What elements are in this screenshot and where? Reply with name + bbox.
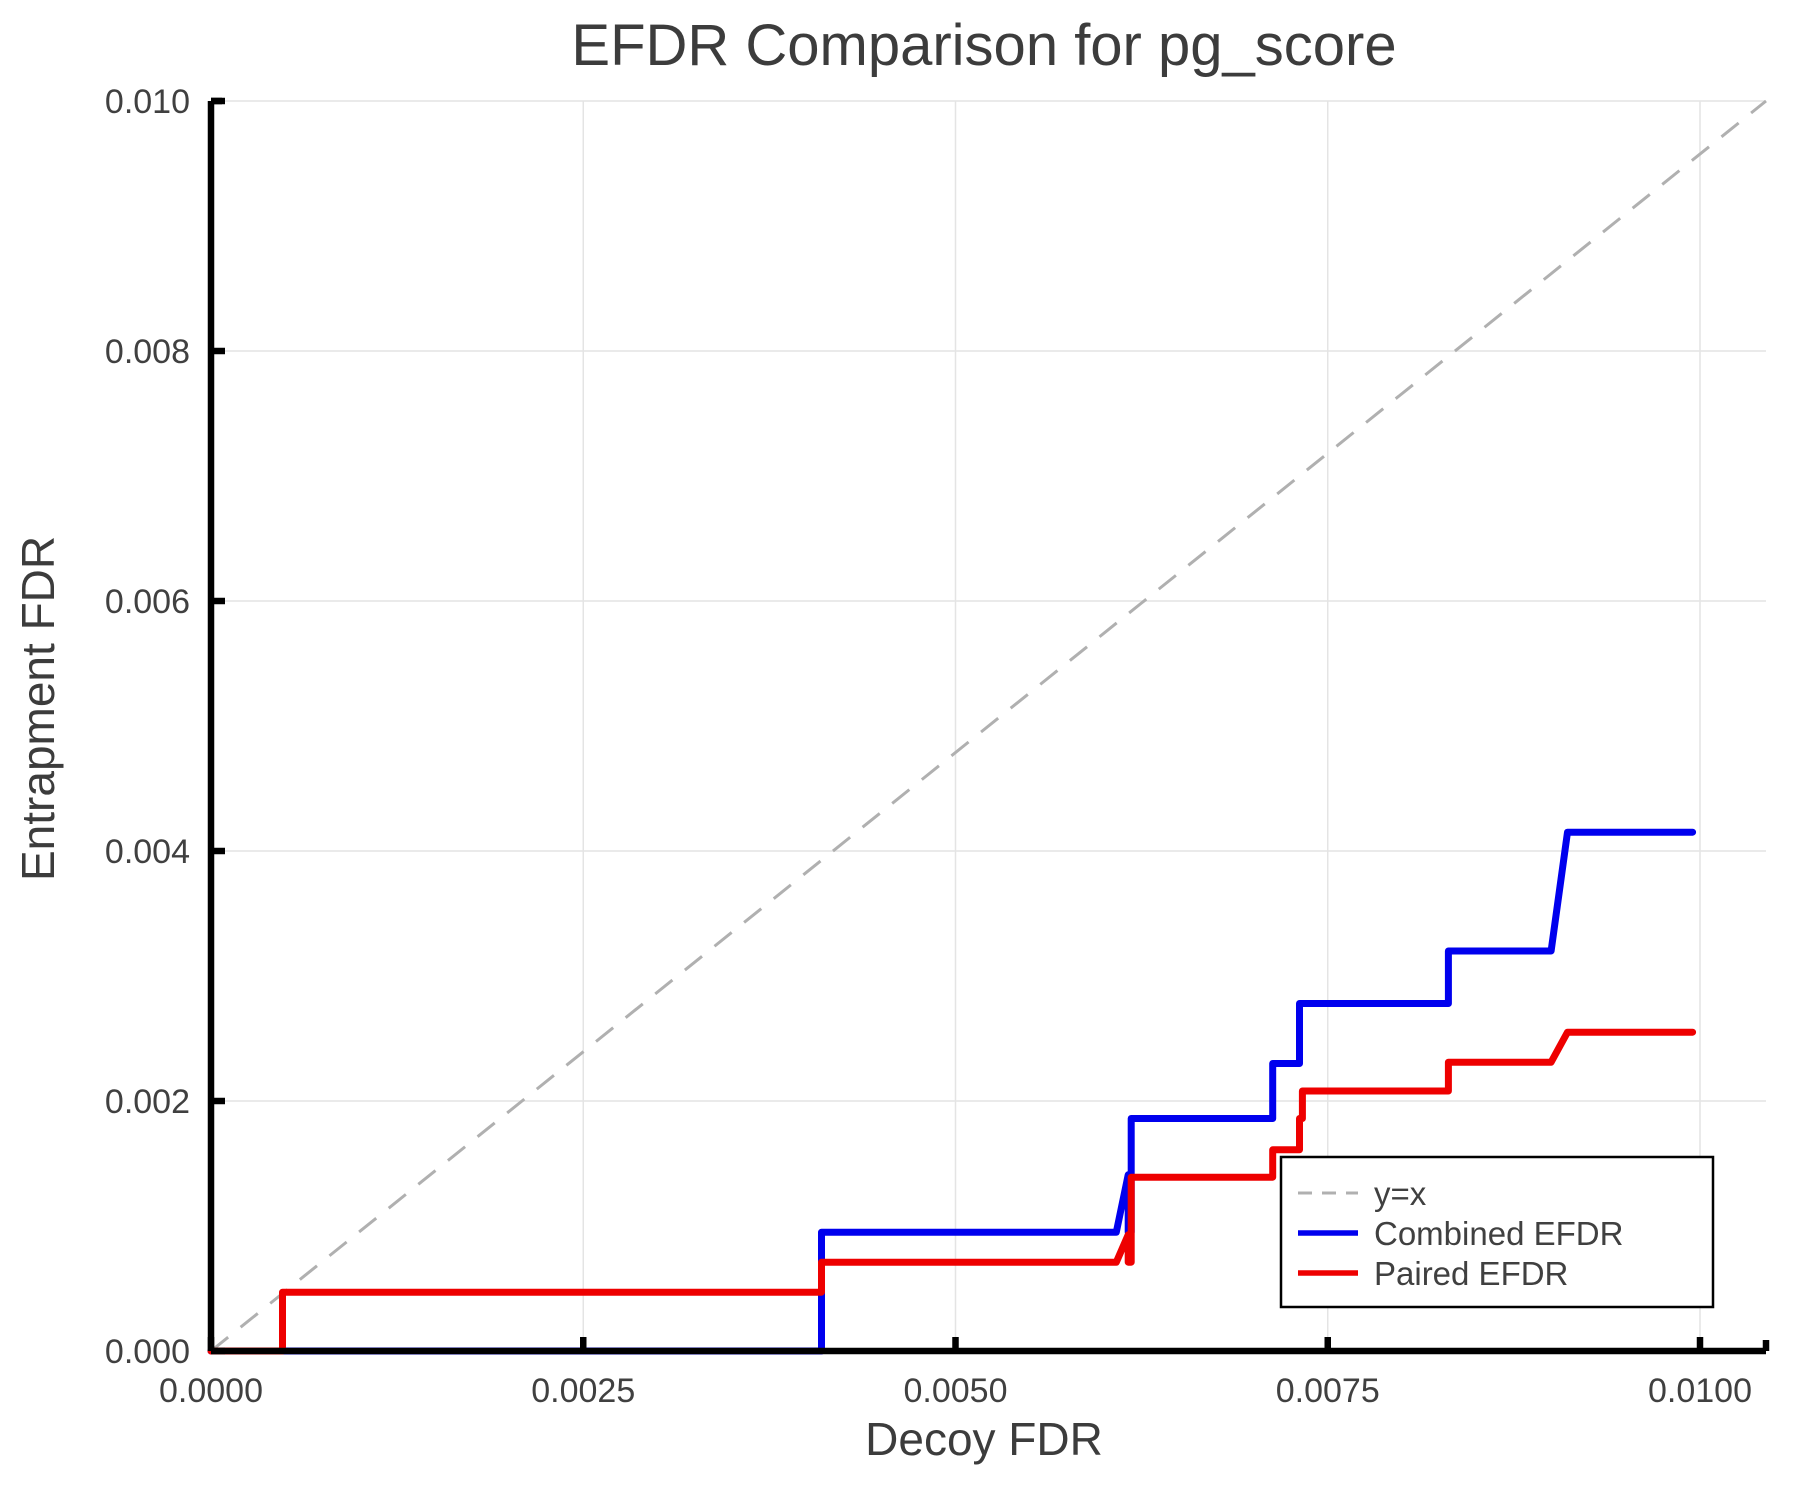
- svg-text:0.0100: 0.0100: [1648, 1372, 1752, 1410]
- svg-text:0.0075: 0.0075: [1276, 1372, 1380, 1410]
- svg-text:0.0000: 0.0000: [159, 1372, 263, 1410]
- svg-text:y=x: y=x: [1374, 1175, 1427, 1212]
- svg-text:0.006: 0.006: [105, 583, 190, 621]
- svg-text:0.004: 0.004: [105, 833, 190, 871]
- svg-text:0.010: 0.010: [105, 83, 190, 121]
- svg-text:0.000: 0.000: [105, 1333, 190, 1371]
- svg-text:0.008: 0.008: [105, 333, 190, 371]
- svg-text:Combined EFDR: Combined EFDR: [1374, 1215, 1623, 1252]
- svg-text:0.0050: 0.0050: [904, 1372, 1008, 1410]
- svg-text:Paired EFDR: Paired EFDR: [1374, 1255, 1568, 1292]
- svg-text:0.002: 0.002: [105, 1083, 190, 1121]
- svg-text:0.0025: 0.0025: [531, 1372, 635, 1410]
